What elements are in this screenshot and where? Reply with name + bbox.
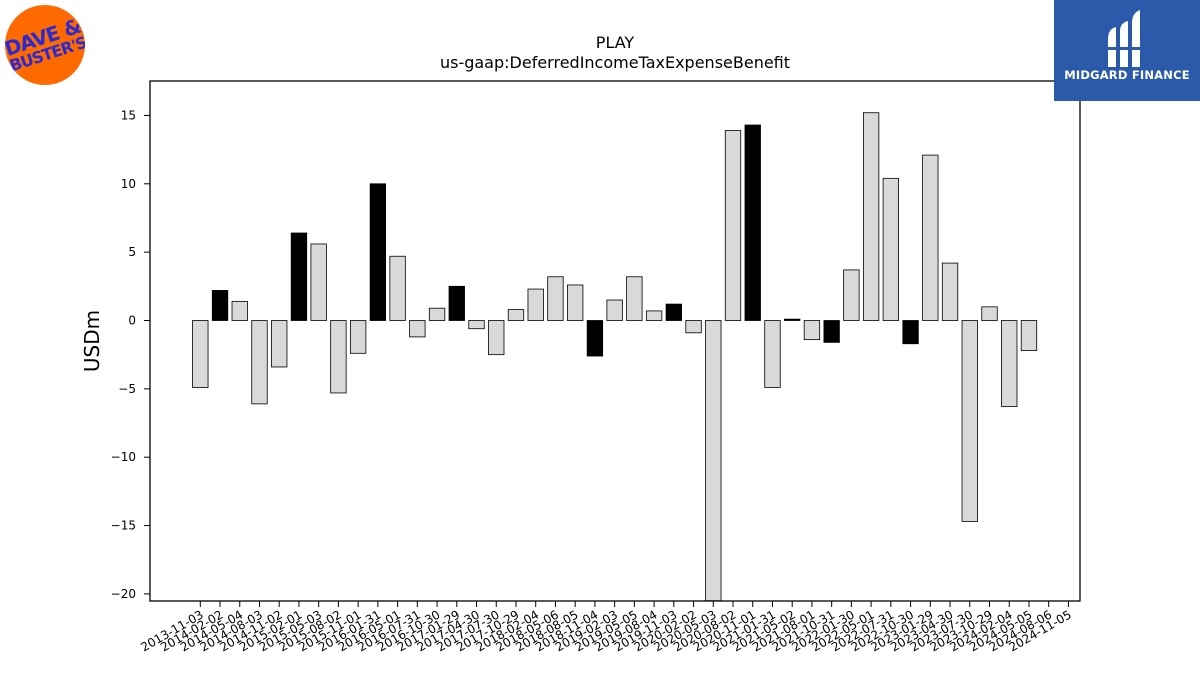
chart-subtitle: us-gaap:DeferredIncomeTaxExpenseBenefit (440, 53, 790, 72)
chart: PLAY us-gaap:DeferredIncomeTaxExpenseBen… (0, 0, 1200, 675)
bar (646, 311, 662, 321)
bar (686, 321, 702, 333)
y-ticks-group: 15 10 5 0 −5 −10 −15 −20 (111, 108, 150, 600)
bar (804, 321, 820, 340)
bar (745, 125, 761, 320)
bar (607, 300, 623, 321)
company-logo: DAVE & BUSTER'S (5, 5, 85, 85)
bar (212, 290, 228, 320)
bar (469, 321, 485, 329)
bar (962, 321, 978, 522)
bar (410, 321, 426, 337)
bar (863, 113, 879, 321)
bar (508, 310, 523, 321)
y-tick-label: 15 (121, 108, 136, 122)
bar (982, 307, 998, 321)
brand-mark-icon (1104, 9, 1150, 71)
bar (567, 285, 583, 321)
bar (1021, 321, 1036, 351)
y-tick-label: 0 (128, 314, 136, 328)
y-tick-label: −10 (111, 450, 136, 464)
brand-logo: MIDGARD FINANCE (1054, 0, 1200, 101)
bar (706, 321, 722, 601)
bar (350, 321, 366, 354)
bar (252, 321, 267, 404)
y-axis-label: USDm (80, 310, 104, 372)
bar (824, 321, 840, 343)
y-tick-label: 10 (121, 177, 136, 191)
y-tick-label: −5 (118, 382, 136, 396)
bar (784, 319, 800, 320)
bar (370, 184, 386, 321)
bar (725, 130, 741, 320)
x-ticks-group: 2013-11-032014-02-022014-05-042014-08-03… (138, 601, 1074, 654)
bar (390, 256, 406, 320)
bar (666, 304, 682, 320)
bar (844, 270, 860, 321)
bar (528, 289, 544, 320)
bar (627, 277, 643, 321)
bar (331, 321, 347, 393)
chart-title: PLAY (596, 33, 635, 52)
y-tick-label: −15 (111, 519, 136, 533)
brand-name: MIDGARD FINANCE (1054, 68, 1200, 82)
bar (548, 277, 564, 321)
bar (903, 321, 919, 344)
bar (489, 321, 505, 355)
bar (193, 321, 209, 388)
bar (429, 308, 445, 320)
bar (1001, 321, 1017, 407)
bar (311, 244, 327, 321)
bar (923, 155, 939, 320)
bar (765, 321, 781, 388)
bars-group (193, 113, 1037, 601)
bar (587, 321, 603, 357)
bar (232, 301, 248, 320)
bar (449, 286, 465, 320)
bar (883, 178, 899, 320)
y-tick-label: −20 (111, 587, 136, 601)
bar (271, 321, 287, 367)
y-tick-label: 5 (128, 245, 136, 259)
plot-frame (150, 81, 1080, 601)
bar (942, 263, 958, 320)
bar (291, 233, 307, 320)
